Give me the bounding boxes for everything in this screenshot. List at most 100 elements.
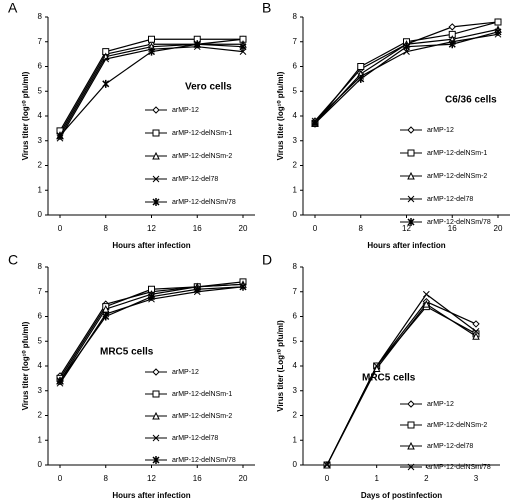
y-tick-label: 7 [38,37,43,46]
y-tick-label: 7 [293,287,298,296]
legend-marker [152,129,160,137]
y-tick-label: 0 [293,210,298,219]
legend-label: arMP-12-delNSm/78 [427,464,491,471]
x-tick-label: 12 [402,224,411,233]
x-tick-label: 8 [104,224,109,233]
x-tick-label: 8 [104,474,109,483]
data-point [147,47,156,56]
data-point [102,55,110,63]
data-point [357,74,365,83]
y-tick-label: 3 [38,386,43,395]
legend-marker [152,411,160,420]
legend-marker [407,195,415,203]
y-tick-label: 2 [38,161,43,170]
panel-label: B [262,0,271,16]
data-point [239,35,247,43]
data-point [472,320,480,328]
y-tick-label: 7 [293,37,298,46]
series-line [326,303,477,466]
x-tick-label: 0 [313,224,318,233]
data-point [239,42,247,51]
x-tick-label: 8 [359,224,364,233]
legend-marker [407,218,415,226]
data-point [472,332,480,340]
panel-label: D [262,252,272,268]
legend-label: arMP-12-delNSm/78 [172,199,236,206]
data-point [193,40,201,49]
data-point [494,18,502,26]
x-tick-label: 16 [193,224,202,233]
data-point [422,290,430,298]
data-point [402,42,411,51]
y-tick-label: 6 [38,312,43,321]
legend-label: arMP-12 [427,401,454,408]
data-point [56,376,64,385]
legend-label: arMP-12-delNSm-1 [172,130,232,137]
legend-label: arMP-12-del78 [427,196,473,203]
data-point [147,292,156,301]
data-point [102,312,110,321]
legend-marker [152,175,160,183]
data-point [448,40,456,49]
data-point [373,362,381,370]
data-point [102,79,110,88]
legend-marker [407,126,415,134]
x-tick-label: 3 [474,474,479,483]
data-point [193,285,201,294]
legend-marker [407,441,415,450]
series-line [326,293,477,466]
series-line [314,21,499,122]
legend-label: arMP-12-delNSm/78 [427,219,491,226]
data-point [101,304,110,313]
legend-marker [152,434,160,442]
x-tick-label: 12 [147,224,156,233]
y-tick-label: 4 [293,111,298,120]
y-tick-label: 3 [293,386,298,395]
y-axis-title: Virus titer (log¹⁰ pfu/ml) [21,71,30,160]
legend-marker [407,400,415,408]
data-point [357,63,365,70]
y-tick-label: 6 [38,62,43,71]
panel-label: C [8,252,18,268]
y-tick-label: 0 [293,460,298,469]
x-tick-label: 16 [448,224,457,233]
y-tick-label: 5 [293,336,298,345]
y-axis-title: Virus titer (log¹⁰ pfu/ml) [21,321,30,410]
legend-label: arMP-12 [427,127,454,134]
data-point [56,131,64,140]
y-tick-label: 4 [38,111,43,120]
annotation: MRC5 cells [362,373,416,384]
legend-label: arMP-12-delNSm-2 [172,153,232,160]
x-axis-title: Hours after infection [367,241,445,250]
y-tick-label: 3 [38,136,43,145]
y-tick-label: 8 [38,12,43,21]
legend-label: arMP-12-delNSm-1 [427,150,487,157]
y-tick-label: 1 [38,185,43,194]
legend-label: arMP-12-delNSm/78 [172,457,236,464]
legend-marker [407,149,415,157]
y-tick-label: 6 [293,312,298,321]
y-tick-label: 1 [38,435,43,444]
x-tick-label: 16 [193,474,202,483]
x-tick-label: 0 [58,474,63,483]
annotation: C6/36 cells [445,95,497,106]
data-point [311,119,319,128]
y-tick-label: 7 [38,287,43,296]
x-axis-title: Hours after infection [112,241,190,250]
y-tick-label: 8 [293,262,298,271]
y-tick-label: 2 [38,411,43,420]
legend-label: arMP-12-del78 [172,435,218,442]
legend-label: arMP-12-delNSm-2 [427,173,487,180]
y-axis-title: Virus titer (log¹⁰ pfu/ml) [276,71,285,160]
legend-marker [152,456,160,464]
x-tick-label: 12 [147,474,156,483]
y-tick-label: 4 [38,361,43,370]
data-point [102,48,110,56]
y-tick-label: 8 [293,12,298,21]
y-tick-label: 0 [38,460,43,469]
x-tick-label: 2 [424,474,429,483]
x-tick-label: 0 [325,474,330,483]
x-tick-label: 20 [239,224,248,233]
legend-marker [152,106,160,114]
